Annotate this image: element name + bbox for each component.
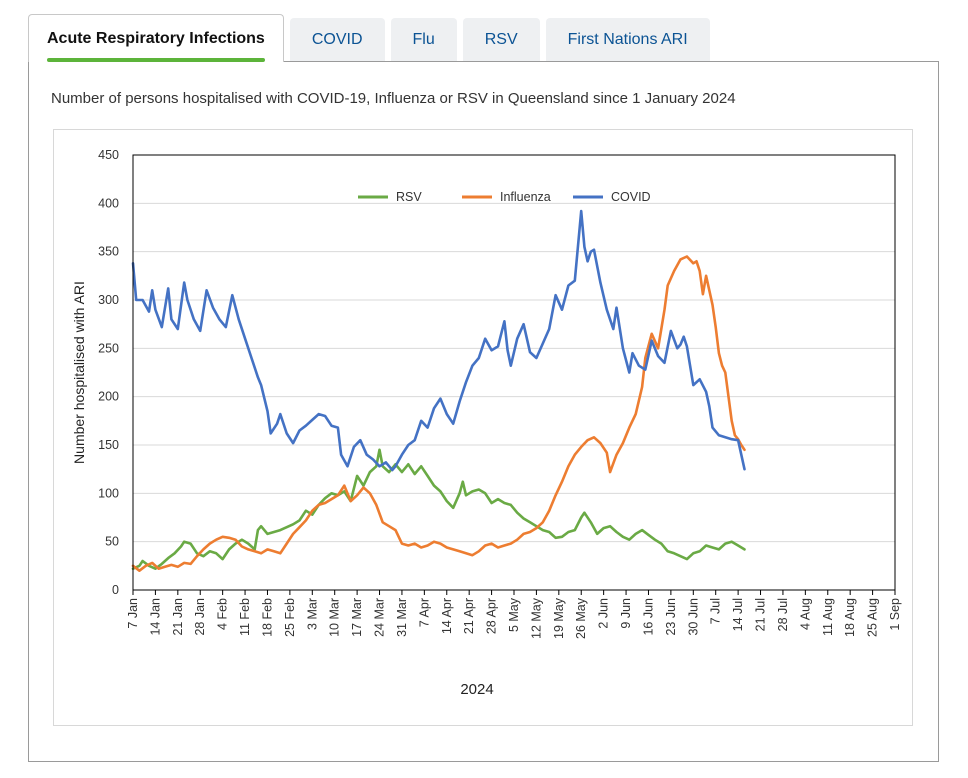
x-tick-label: 28 Jan <box>193 598 207 636</box>
tab-label: COVID <box>311 31 363 48</box>
x-tick-label: 10 Mar <box>328 598 342 637</box>
tab-rsv[interactable]: RSV <box>462 18 540 62</box>
gridlines <box>133 202 895 543</box>
legend: RSV Influenza COVID <box>358 190 651 204</box>
x-tick-label: 9 Jun <box>619 598 633 629</box>
chart-caption: Number of persons hospitalised with COVI… <box>51 90 736 107</box>
y-tick-label: 300 <box>98 293 119 307</box>
tab-label: First Nations ARI <box>567 31 688 48</box>
x-tick-label: 24 Mar <box>373 598 387 637</box>
x-tick-label: 18 Aug <box>843 598 857 637</box>
tab-covid[interactable]: COVID <box>289 18 385 62</box>
x-tick-label: 7 Jan <box>126 598 140 629</box>
x-tick-label: 7 Jul <box>709 598 723 624</box>
legend-label: COVID <box>611 190 651 204</box>
y-tick-label: 100 <box>98 486 119 500</box>
tab-bar: Acute Respiratory Infections COVID Flu R… <box>28 14 716 62</box>
x-tick-label: 26 May <box>574 597 588 639</box>
x-tick-label: 2 Jun <box>597 598 611 629</box>
legend-label: Influenza <box>500 190 551 204</box>
x-tick-label: 21 Jan <box>171 598 185 636</box>
series-line-rsv <box>131 448 746 570</box>
x-tick-label: 21 Apr <box>462 598 476 634</box>
y-tick-label: 350 <box>98 245 119 259</box>
x-tick-label: 14 Jul <box>731 598 745 631</box>
x-tick-label: 16 Jun <box>641 598 655 636</box>
active-tab-indicator <box>47 58 265 62</box>
tab-acute-respiratory-infections[interactable]: Acute Respiratory Infections <box>28 14 284 62</box>
tab-panel <box>28 61 939 762</box>
x-tick-label: 18 Feb <box>260 598 274 637</box>
x-tick-label: 4 Feb <box>216 598 230 630</box>
x-tick-label: 31 Mar <box>395 598 409 637</box>
y-tick-label: 250 <box>98 341 119 355</box>
x-tick-label: 5 May <box>507 597 521 632</box>
x-tick-label: 14 Apr <box>440 598 454 634</box>
y-tick-labels: 0 50 100 150 200 250 300 350 400 450 <box>98 148 119 597</box>
x-axis-title: 2024 <box>460 681 493 698</box>
y-tick-label: 400 <box>98 196 119 210</box>
series-line-influenza <box>131 255 746 572</box>
tab-flu[interactable]: Flu <box>390 18 457 62</box>
x-tick-label: 7 Apr <box>417 598 431 627</box>
x-tick-label: 17 Mar <box>350 598 364 637</box>
x-tick-label: 14 Jan <box>148 598 162 636</box>
x-tick-label: 30 Jun <box>686 598 700 636</box>
series-lines <box>131 209 746 572</box>
series-line-covid <box>131 209 746 472</box>
x-tick-label: 25 Aug <box>866 598 880 637</box>
chart-frame <box>53 129 913 726</box>
x-tick-label: 3 Mar <box>305 598 319 630</box>
x-tick-label: 4 Aug <box>798 598 812 630</box>
legend-label: RSV <box>396 190 422 204</box>
tab-label: RSV <box>484 31 518 48</box>
x-tick-label: 23 Jun <box>664 598 678 636</box>
x-tick-label: 25 Feb <box>283 598 297 637</box>
x-tick-label: 19 May <box>552 597 566 639</box>
y-tick-label: 200 <box>98 390 119 404</box>
tab-label: Flu <box>412 31 435 48</box>
y-tick-label: 50 <box>105 535 119 549</box>
x-tick-label: 21 Jul <box>754 598 768 631</box>
tab-label: Acute Respiratory Infections <box>47 29 265 47</box>
x-tick-labels: 7 Jan 14 Jan 21 Jan 28 Jan 4 Feb 11 Feb 18 Feb… <box>126 590 902 639</box>
y-tick-label: 450 <box>98 148 119 162</box>
y-tick-label: 150 <box>98 438 119 452</box>
tab-first-nations-ari[interactable]: First Nations ARI <box>545 18 710 62</box>
x-tick-label: 28 Apr <box>485 598 499 634</box>
x-tick-label: 11 Feb <box>238 598 252 636</box>
x-tick-label: 12 May <box>529 597 543 639</box>
plot-border <box>132 154 896 591</box>
x-tick-label: 1 Sep <box>888 598 902 631</box>
x-tick-label: 28 Jul <box>776 598 790 631</box>
x-tick-label: 11 Aug <box>821 598 835 636</box>
y-tick-label: 0 <box>112 583 119 597</box>
y-axis-title: Number hospitalised with ARI <box>71 281 87 464</box>
